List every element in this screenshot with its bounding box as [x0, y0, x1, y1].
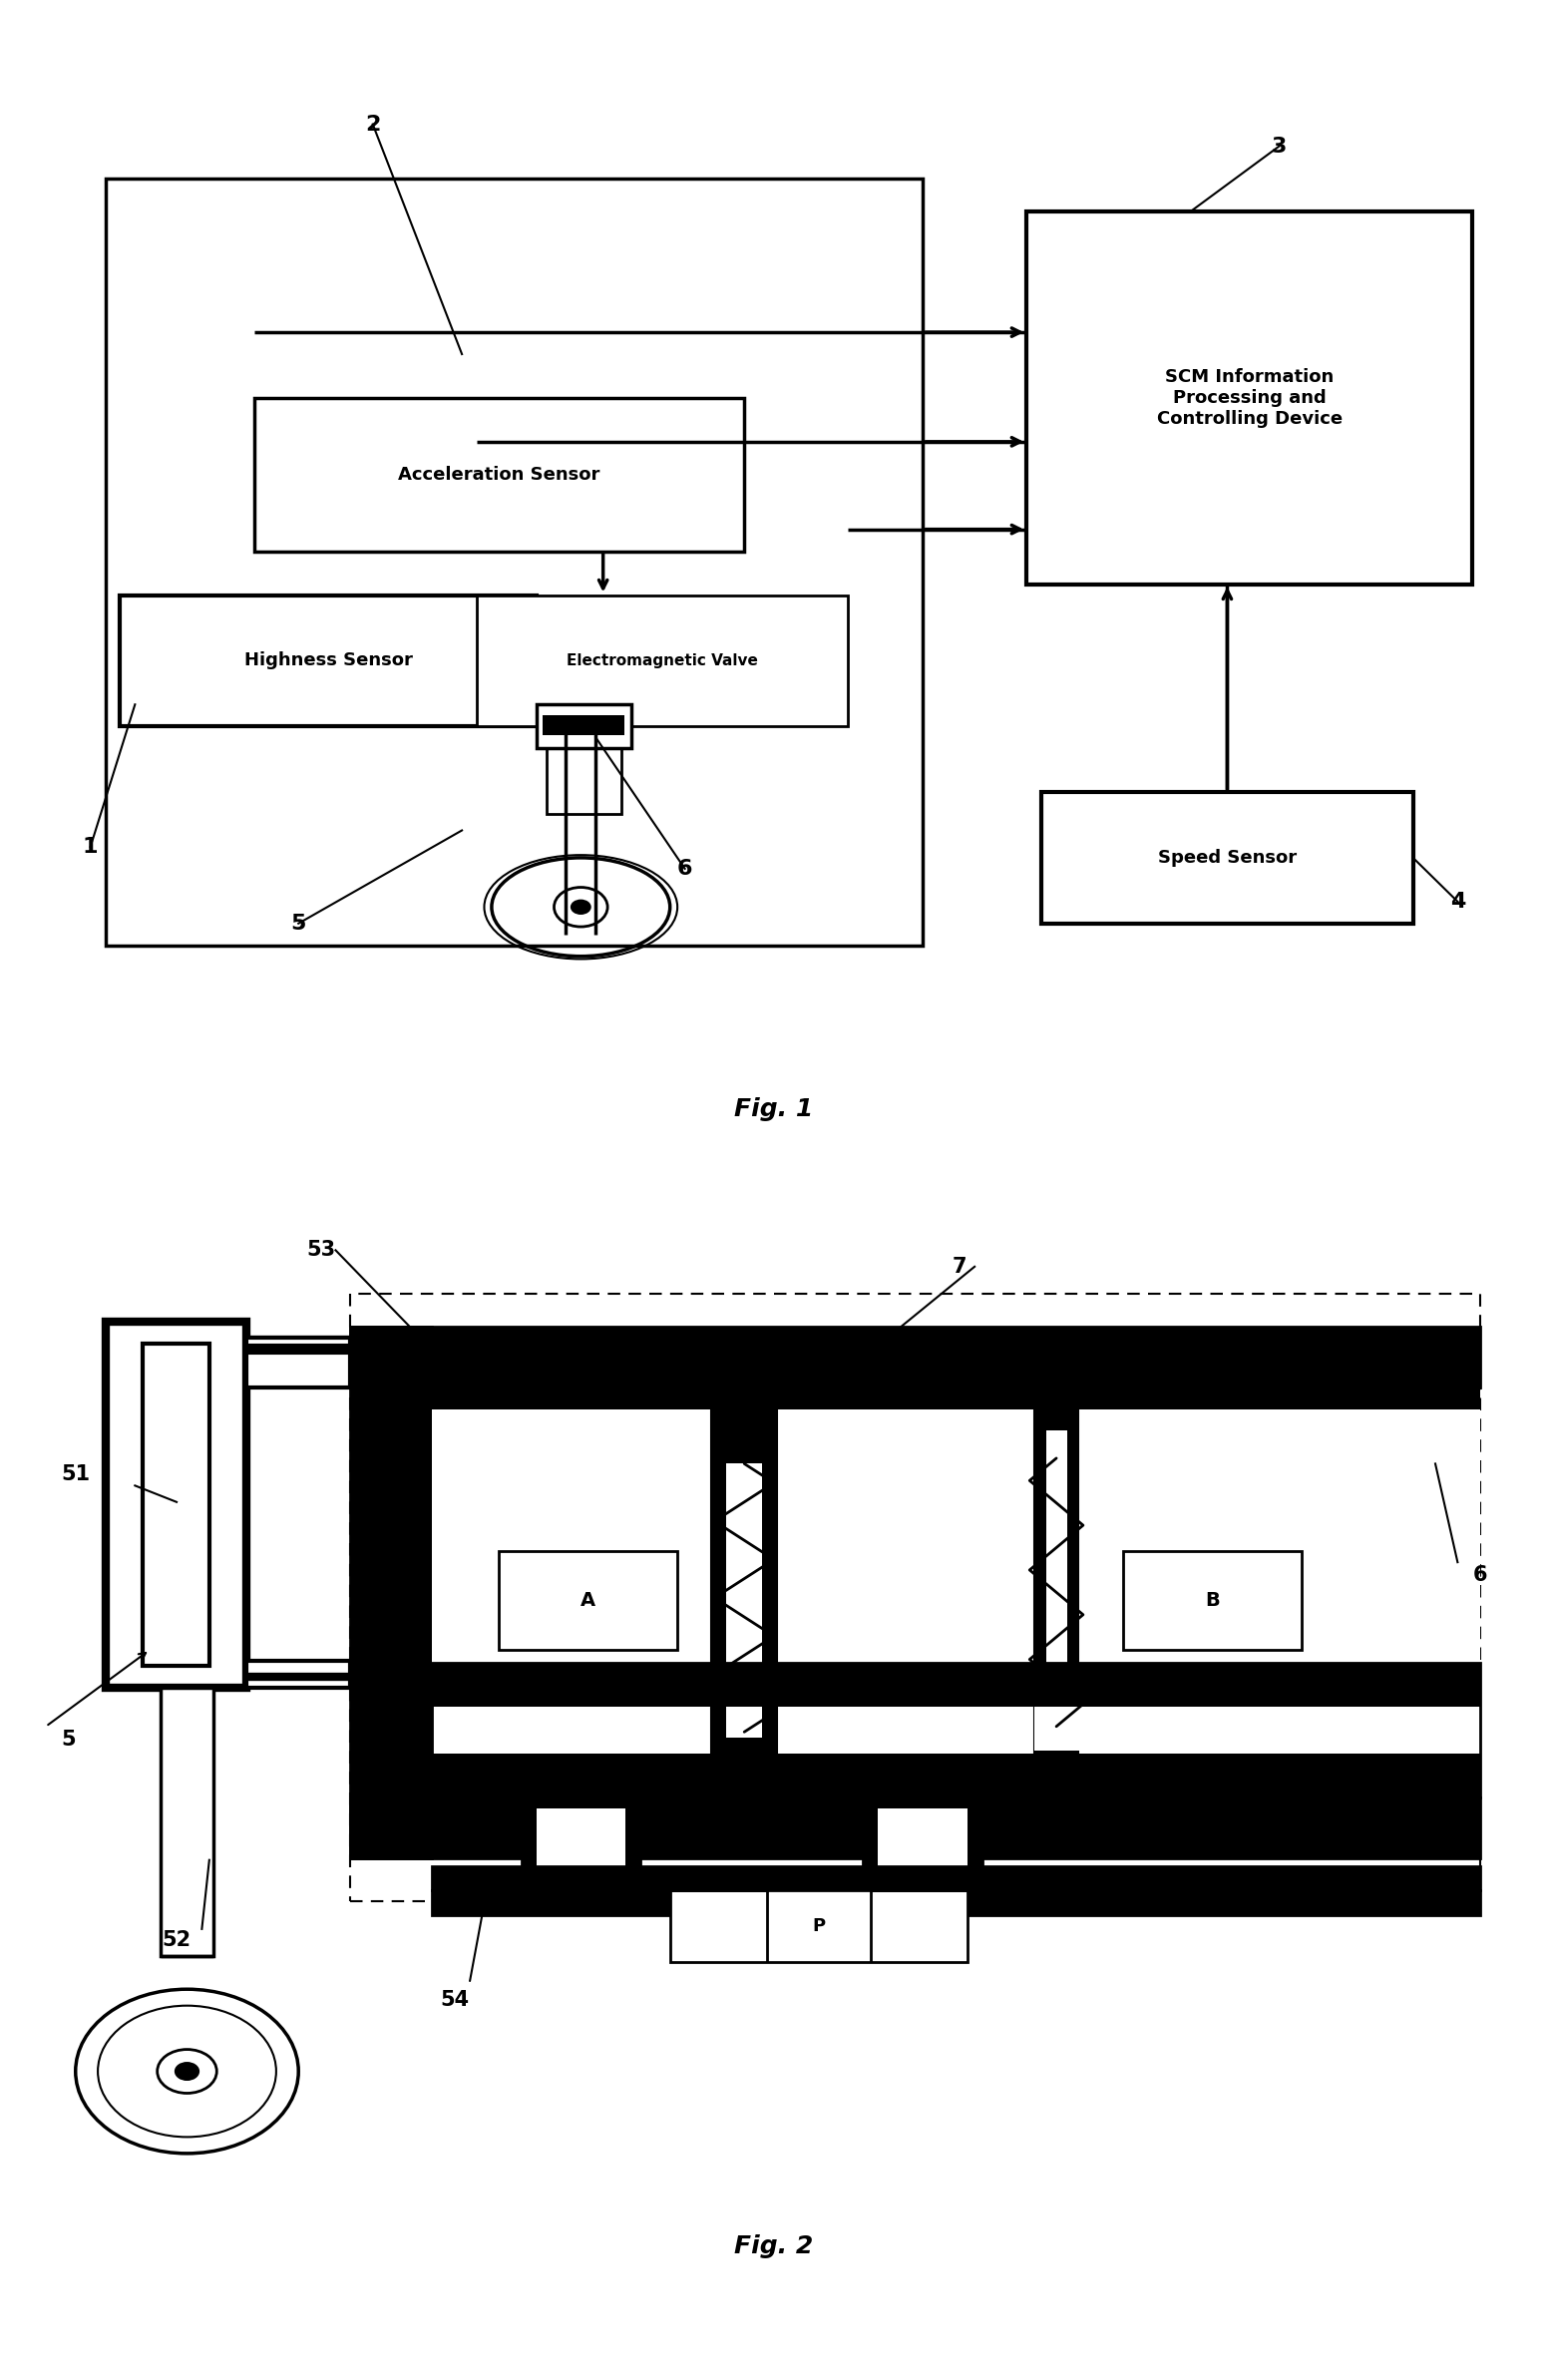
Bar [536, 704, 632, 747]
Bar [350, 1797, 1480, 1859]
Text: Acceleration Sensor: Acceleration Sensor [398, 466, 601, 483]
Text: Fig. 1: Fig. 1 [734, 1097, 814, 1121]
Text: 5: 5 [60, 1730, 76, 1749]
Bar [246, 1338, 350, 1366]
Bar [864, 1797, 981, 1890]
Bar [864, 1797, 981, 1890]
Text: P: P [813, 1916, 825, 1935]
Bar [878, 1809, 968, 1885]
Bar [1034, 1388, 1079, 1797]
Bar [350, 1328, 1480, 1388]
Bar [546, 704, 621, 814]
Bar [432, 1890, 1480, 1916]
Bar [105, 178, 923, 945]
Bar [432, 1866, 1480, 1890]
Bar [121, 595, 536, 726]
Bar [522, 1797, 641, 1890]
Text: 51: 51 [60, 1464, 90, 1485]
Bar [1026, 212, 1472, 583]
Text: 54: 54 [440, 1990, 469, 2011]
Bar [246, 1338, 350, 1388]
Bar [432, 1388, 1480, 1797]
Text: Highness Sensor: Highness Sensor [245, 652, 412, 669]
Bar [254, 397, 745, 552]
Bar [350, 1328, 432, 1859]
Bar [142, 1342, 209, 1666]
Text: 53: 53 [307, 1240, 336, 1259]
Bar [246, 1661, 350, 1687]
Bar [864, 1706, 938, 1752]
Bar [712, 1388, 777, 1797]
Bar [498, 1552, 678, 1649]
Text: 6: 6 [1472, 1566, 1488, 1585]
Bar [1124, 1552, 1302, 1649]
Bar [1034, 1388, 1079, 1797]
Bar [1019, 1388, 1093, 1409]
Bar [477, 595, 848, 726]
Bar [432, 1664, 1480, 1706]
Bar [432, 1706, 551, 1752]
Bar [726, 1464, 762, 1737]
Text: A: A [580, 1592, 596, 1609]
Text: 7: 7 [952, 1257, 968, 1276]
Bar [1265, 1706, 1480, 1752]
Text: B: B [1204, 1592, 1220, 1609]
Text: 6: 6 [676, 859, 692, 878]
Text: Fig. 2: Fig. 2 [734, 2235, 814, 2259]
Bar [161, 1687, 214, 1956]
Bar [542, 716, 624, 735]
Text: 4: 4 [1450, 892, 1466, 912]
Text: 2: 2 [365, 114, 381, 133]
Text: 52: 52 [163, 1930, 190, 1949]
Bar [536, 1809, 625, 1885]
Text: Electromagnetic Valve: Electromagnetic Valve [567, 652, 759, 669]
Bar [432, 1754, 1480, 1797]
Bar [350, 1328, 432, 1859]
Bar [350, 1797, 1480, 1859]
Bar [432, 1388, 1480, 1409]
Bar [1034, 1706, 1183, 1752]
Bar [1042, 793, 1413, 923]
Bar [350, 1328, 1480, 1388]
Bar [522, 1797, 641, 1890]
Bar [1046, 1430, 1067, 1737]
Text: 5: 5 [291, 914, 307, 933]
Bar [670, 1890, 968, 1961]
Text: 1: 1 [82, 838, 98, 857]
Bar [105, 1321, 246, 1687]
Bar [432, 1664, 1480, 1797]
Bar [618, 1706, 692, 1752]
Bar [350, 1295, 1480, 1902]
Text: Speed Sensor: Speed Sensor [1158, 850, 1297, 866]
Circle shape [175, 2063, 198, 2080]
Text: 3: 3 [1271, 136, 1286, 157]
Bar [712, 1388, 777, 1797]
Text: SCM Information
Processing and
Controlling Device: SCM Information Processing and Controlli… [1156, 369, 1342, 428]
Bar [432, 1866, 1480, 1890]
Circle shape [570, 900, 591, 914]
